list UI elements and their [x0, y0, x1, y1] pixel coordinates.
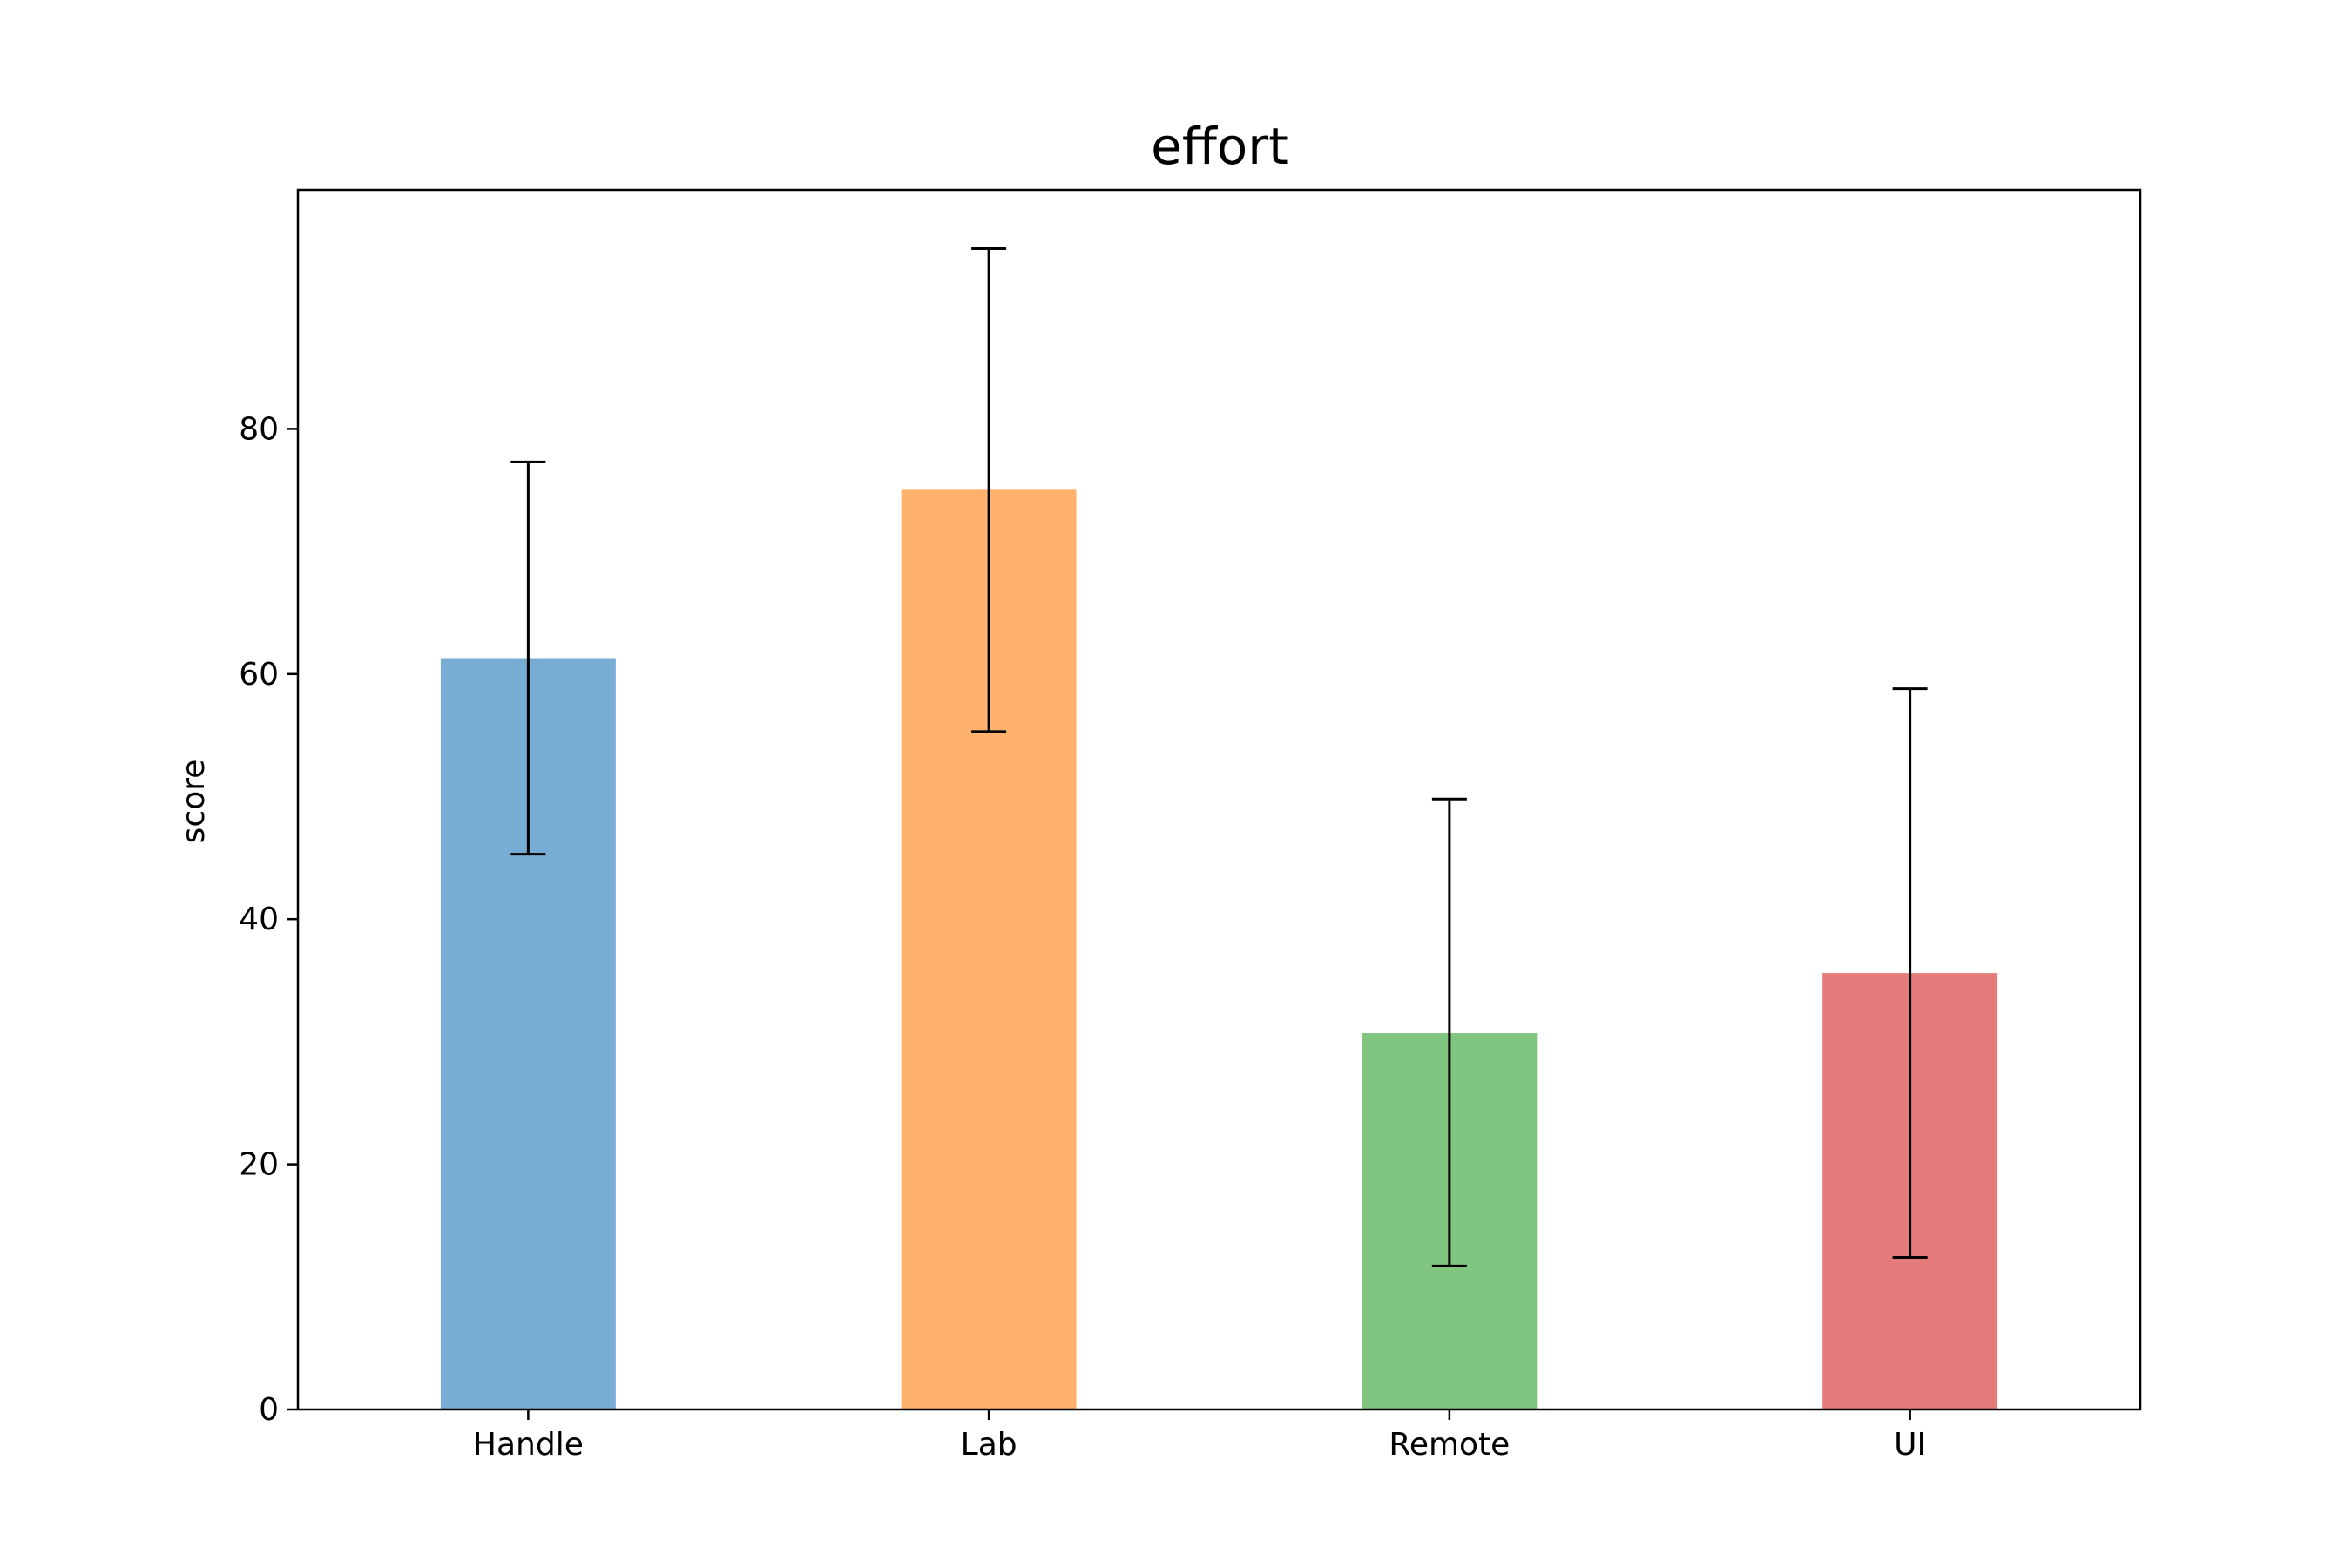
- y-axis-ticks: 0 20 40 60 80: [239, 411, 298, 1428]
- errorbars-layer: [510, 247, 1928, 1267]
- bars-layer: [440, 489, 1998, 1409]
- y-tick-label-80: 80: [239, 411, 279, 447]
- y-tick-label-20: 20: [239, 1147, 279, 1183]
- x-tick-label-handle: Handle: [473, 1427, 584, 1463]
- error-bar-lab: [971, 247, 1007, 733]
- plot-frame: [296, 188, 2142, 1411]
- x-axis-ticks: Handle Lab Remote UI: [473, 1409, 1926, 1463]
- x-tick-label-ui: UI: [1894, 1427, 1926, 1463]
- y-tick-label-40: 40: [239, 902, 279, 937]
- error-bar-ui: [1892, 687, 1928, 1260]
- y-tick-label-0: 0: [259, 1392, 279, 1428]
- error-bar-handle: [510, 460, 546, 856]
- chart-title: effort: [1151, 117, 1288, 176]
- x-tick-label-remote: Remote: [1389, 1427, 1510, 1463]
- error-bar-remote: [1431, 797, 1467, 1267]
- y-axis-title: score: [176, 760, 212, 844]
- y-tick-label-60: 60: [239, 657, 279, 693]
- x-tick-label-lab: Lab: [961, 1427, 1017, 1463]
